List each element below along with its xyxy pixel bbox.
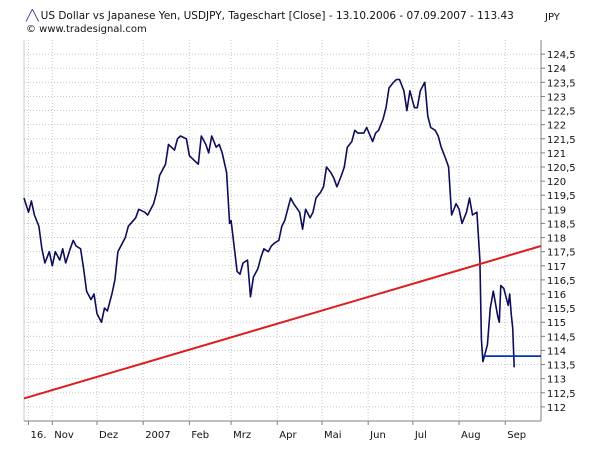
x-tick-label: Apr xyxy=(279,430,297,441)
y-tick-label: 117 xyxy=(547,262,566,273)
grid-layer xyxy=(23,40,542,422)
plot-area xyxy=(24,40,541,421)
y-tick-label: 118,5 xyxy=(547,219,576,230)
y-tick-label: 123,5 xyxy=(547,78,576,89)
chart-title: ╱╲ US Dollar vs Japanese Yen, USDJPY, Tag… xyxy=(26,10,514,22)
y-tick-label: 118 xyxy=(547,234,566,245)
y-tick-label: 122,5 xyxy=(547,107,576,118)
x-tick-label: Jun xyxy=(369,430,386,441)
currency-unit-label: JPY xyxy=(545,12,560,23)
y-tick-label: 114,5 xyxy=(547,332,576,343)
x-tick-label: Sep xyxy=(507,430,526,441)
trendline xyxy=(23,245,542,400)
y-tick-label: 113,5 xyxy=(547,361,576,372)
y-tick-label: 112 xyxy=(547,403,566,414)
chart-title-text: US Dollar vs Japanese Yen, USDJPY, Tages… xyxy=(40,10,514,22)
x-tick-label: 16. xyxy=(30,430,46,441)
x-tick-label: 2007 xyxy=(145,430,170,441)
y-tick-label: 120,5 xyxy=(547,163,576,174)
y-tick-label: 121,5 xyxy=(547,135,576,146)
y-tick-label: 122 xyxy=(547,121,566,132)
price-series-line xyxy=(23,78,515,368)
y-tick-label: 123 xyxy=(547,92,566,103)
x-tick-label: Jul xyxy=(414,430,427,441)
y-tick-label: 113 xyxy=(547,375,566,386)
y-tick-label: 120 xyxy=(547,177,566,188)
y-tick-label: 121 xyxy=(547,149,566,160)
x-tick-label: Mai xyxy=(324,430,342,441)
line-chart-icon: ╱╲ xyxy=(26,10,39,22)
series-layer xyxy=(23,78,542,400)
x-tick-label: Mrz xyxy=(233,430,251,441)
y-tick-label: 124 xyxy=(547,64,566,75)
y-tick-label: 116 xyxy=(547,290,566,301)
x-tick-label: Aug xyxy=(461,430,481,441)
x-tick-label: Nov xyxy=(54,430,74,441)
x-tick-label: Dez xyxy=(99,430,118,441)
y-tick-label: 112,5 xyxy=(547,389,576,400)
y-axis-ticks: 112 112,5 113 113,5 114 114,5 115 115,5 116 116,5… xyxy=(541,50,576,414)
y-tick-label: 115,5 xyxy=(547,304,576,315)
y-tick-label: 116,5 xyxy=(547,276,576,287)
y-tick-label: 115 xyxy=(547,318,566,329)
y-tick-label: 114 xyxy=(547,346,566,357)
x-tick-label: Feb xyxy=(191,430,209,441)
y-tick-label: 117,5 xyxy=(547,248,576,259)
y-tick-label: 119,5 xyxy=(547,191,576,202)
x-axis-ticks: 16. Nov Dez 2007 Feb Mrz Apr Mai Jun Jul Aug Sep xyxy=(27,421,526,441)
y-tick-label: 119 xyxy=(547,205,566,216)
source-credit: © www.tradesignal.com xyxy=(26,24,147,35)
y-tick-label: 124,5 xyxy=(547,50,576,61)
